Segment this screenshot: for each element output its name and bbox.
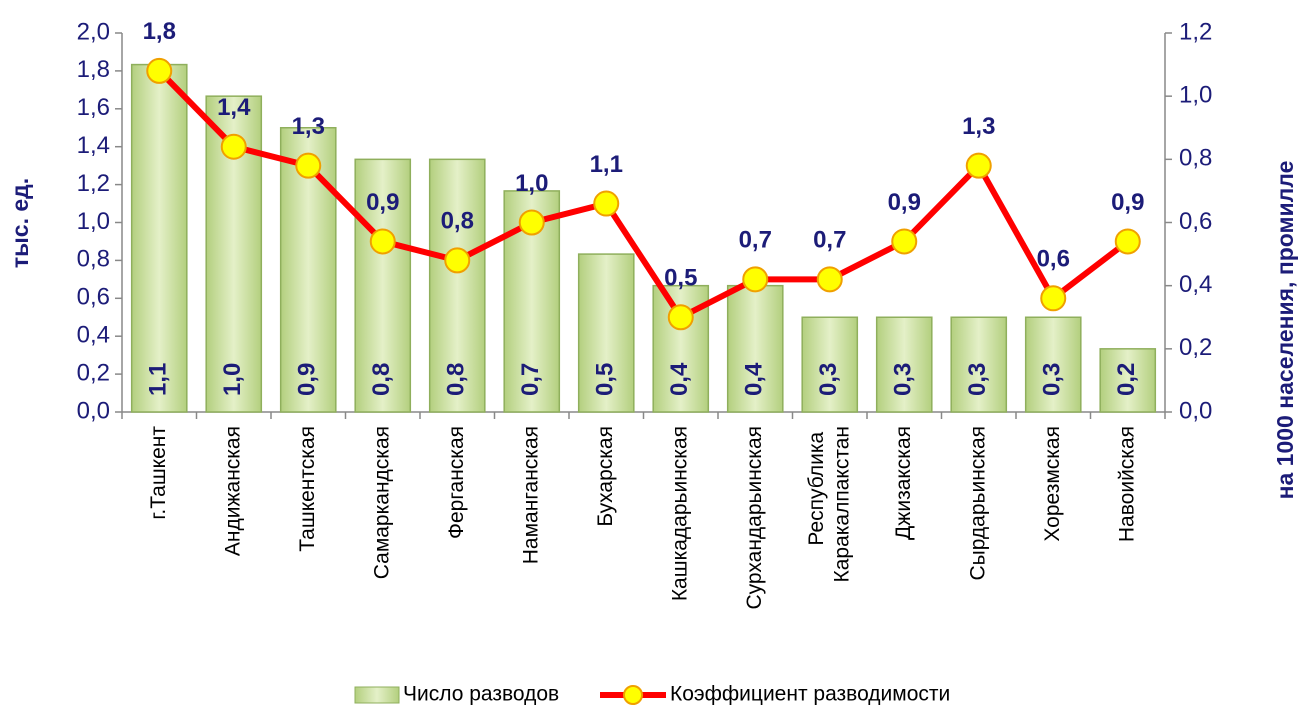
bar: [950, 316, 1008, 413]
bar-value-label: 0,4: [741, 362, 768, 396]
y2-tick-label: 0,8: [1179, 145, 1212, 172]
line-marker: [295, 152, 322, 179]
x-tick-label: Ташкентская: [296, 426, 319, 552]
legend-label: Коэффициент разводимости: [670, 683, 950, 706]
line-value-label: 1,4: [217, 94, 251, 121]
y-tick-label: 1,2: [77, 170, 110, 197]
y-tick-label: 0,4: [77, 322, 110, 349]
bar: [1099, 348, 1157, 413]
y-tick-label: 1,0: [77, 208, 110, 235]
x-tick-label: Навоийская: [1115, 426, 1138, 542]
bar: [1024, 316, 1082, 413]
line-marker: [220, 133, 247, 160]
line-marker: [369, 228, 396, 255]
x-tick-label: Хорезмская: [1041, 426, 1064, 542]
legend-swatch: [354, 686, 400, 704]
line-marker: [518, 209, 545, 236]
line-marker: [444, 247, 471, 274]
y-tick-label: 0,8: [77, 246, 110, 273]
bar-value-label: 0,7: [517, 363, 544, 396]
x-tick-label: Бухарская: [594, 426, 617, 527]
line-value-label: 0,6: [1037, 246, 1070, 273]
y2-axis-title: на 1000 населения, промилле: [1272, 161, 1298, 500]
line-marker: [891, 228, 918, 255]
line-value-label: 1,8: [143, 18, 176, 45]
line-value-label: 0,7: [813, 227, 846, 254]
line-marker: [965, 152, 992, 179]
bar-value-label: 1,1: [145, 363, 172, 396]
bar: [354, 158, 412, 413]
bar-value-label: 1,0: [219, 363, 246, 396]
bar-value-label: 0,4: [666, 362, 693, 396]
bar: [801, 316, 859, 413]
line-marker: [146, 57, 173, 84]
line-value-label: 0,7: [739, 227, 772, 254]
line-marker: [667, 304, 694, 331]
x-tick-label: Самаркандская: [370, 426, 393, 579]
line-marker: [816, 266, 843, 293]
bar-value-label: 0,8: [443, 363, 470, 396]
x-tick-label: г.Ташкент: [147, 426, 170, 520]
line-value-label: 0,9: [888, 189, 921, 216]
y-tick-label: 1,6: [77, 94, 110, 121]
y-tick-label: 0,0: [77, 397, 110, 424]
bar: [428, 158, 486, 413]
line-value-label: 1,3: [292, 113, 325, 140]
y2-tick-label: 1,2: [1179, 18, 1212, 45]
y-tick-label: 0,2: [77, 359, 110, 386]
bar: [130, 63, 188, 413]
line-marker: [1114, 228, 1141, 255]
line-value-label: 1,0: [515, 170, 548, 197]
legend-marker: [623, 685, 643, 705]
bar-value-label: 0,3: [1039, 363, 1066, 396]
legend-label: Число разводов: [403, 683, 559, 706]
x-tick-label: Джизакская: [892, 426, 915, 540]
line-value-label: 0,9: [1111, 189, 1144, 216]
x-tick-label: Республика Каракалпакстан: [805, 426, 853, 583]
y-tick-label: 1,8: [77, 56, 110, 83]
x-tick-label: Андижанская: [221, 426, 244, 556]
bar-value-label: 0,5: [592, 363, 619, 396]
y-tick-label: 0,6: [77, 284, 110, 311]
bar-value-label: 0,3: [964, 363, 991, 396]
x-tick-label: Наманганская: [519, 426, 542, 564]
y-tick-label: 1,4: [77, 132, 110, 159]
line-value-label: 0,5: [664, 265, 697, 292]
line-value-label: 1,1: [590, 151, 623, 178]
y2-tick-label: 0,0: [1179, 397, 1212, 424]
y2-tick-label: 0,4: [1179, 271, 1212, 298]
x-tick-label: Сурхандарьинская: [743, 426, 766, 610]
bar: [875, 316, 933, 413]
y2-tick-label: 1,0: [1179, 82, 1212, 109]
line-marker: [593, 190, 620, 217]
x-tick-label: Ферганская: [445, 426, 468, 539]
line-marker: [742, 266, 769, 293]
y-axis-title: тыс. ед.: [7, 178, 33, 268]
y2-tick-label: 0,2: [1179, 334, 1212, 361]
bar-value-label: 0,2: [1113, 363, 1140, 396]
x-tick-label: Сырдарьинская: [966, 426, 989, 581]
x-tick-label: Кашкадарьинская: [668, 426, 691, 601]
bar-value-label: 0,3: [890, 363, 917, 396]
line: [157, 68, 1130, 321]
line-value-label: 0,9: [366, 189, 399, 216]
line-marker: [1040, 285, 1067, 312]
bar: [577, 253, 635, 413]
line-value-label: 0,8: [441, 208, 474, 235]
y-tick-label: 2,0: [77, 18, 110, 45]
bar-value-label: 0,9: [294, 363, 321, 396]
line-value-label: 1,3: [962, 113, 995, 140]
bar-value-label: 0,8: [368, 363, 395, 396]
bar-value-label: 0,3: [815, 363, 842, 396]
y2-tick-label: 0,6: [1179, 208, 1212, 235]
